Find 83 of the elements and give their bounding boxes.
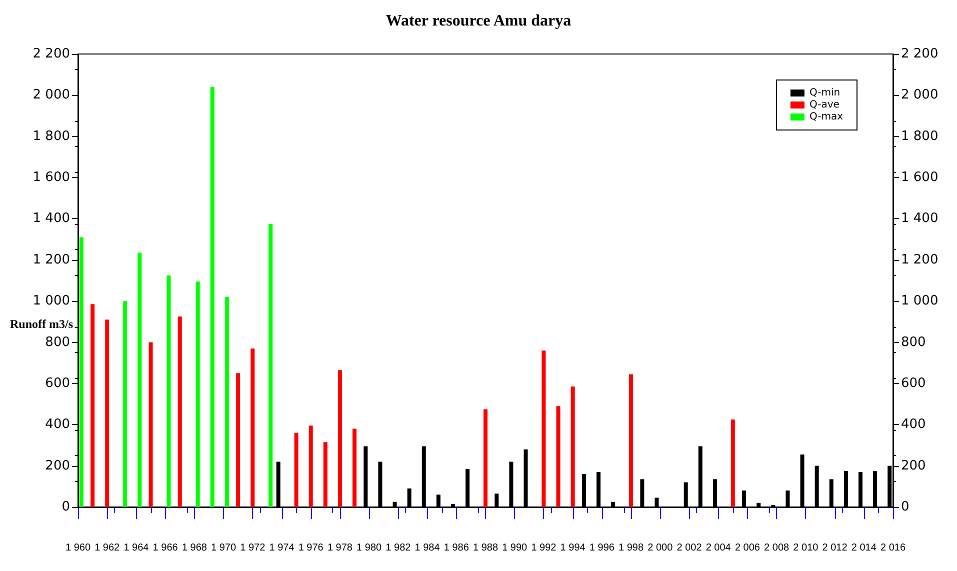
x-tick-label: 1 996	[589, 542, 615, 554]
x-tick-label: 2 008	[764, 542, 790, 554]
bar	[210, 86, 214, 507]
x-tick-label: 1 990	[502, 542, 528, 554]
bar	[250, 348, 255, 507]
y-tick-label: 600	[45, 376, 70, 391]
bar	[105, 320, 110, 507]
x-tick-label: 2 002	[676, 542, 702, 554]
x-tick-label: 1 980	[356, 542, 382, 554]
x-tick-label: 1 988	[472, 542, 498, 554]
x-tick-label: 1 994	[560, 542, 586, 554]
bar	[730, 419, 735, 507]
x-tick-label: 1 962	[94, 542, 120, 554]
bar	[556, 406, 560, 507]
y-tick-label: 1 800	[32, 128, 70, 144]
bar	[323, 442, 328, 507]
bar	[352, 428, 357, 507]
y-tick-label: 0	[62, 500, 70, 514]
bar	[90, 304, 95, 507]
y2-tick-label: 600	[901, 376, 926, 391]
bar	[166, 275, 171, 507]
y2-tick-label: 2 000	[901, 88, 938, 103]
y2-tick-label: 1 200	[901, 252, 938, 268]
y2-tick-label: 2 200	[901, 46, 938, 62]
bar	[308, 426, 313, 507]
legend-label: Q-max	[809, 112, 844, 122]
x-tick-label: 2 006	[734, 542, 760, 554]
bar	[268, 224, 273, 507]
bar	[542, 350, 546, 507]
bar	[224, 296, 229, 507]
bar	[138, 252, 142, 507]
x-tick-label: 2 004	[706, 542, 732, 554]
y-tick-label: 1 000	[32, 294, 70, 309]
chart-title: Water resource Amu darya	[386, 12, 572, 30]
y2-tick-label: 1 000	[901, 294, 938, 309]
x-tick-label: 1 982	[386, 542, 412, 554]
x-tick-label: 1 960	[65, 542, 91, 554]
x-tick-label: 1 998	[618, 542, 644, 554]
x-tick-label: 2 000	[648, 542, 674, 554]
y2-tick-label: 1 400	[901, 211, 938, 226]
y-tick-label: 1 400	[32, 211, 70, 226]
y-tick-label: 1 600	[32, 170, 70, 186]
x-tick-label: 1 986	[444, 542, 470, 554]
bar	[148, 342, 153, 507]
bar	[570, 386, 575, 507]
legend-label: Q-ave	[809, 100, 840, 110]
bar	[178, 316, 182, 507]
bar	[79, 237, 84, 507]
x-tick-label: 1 964	[124, 542, 150, 554]
y-tick-label: 2 000	[32, 88, 70, 103]
y-tick-label: 1 200	[32, 252, 70, 268]
y2-tick-label: 800	[901, 334, 926, 350]
y-axis-title: Runoff m3/s	[10, 317, 74, 331]
x-tick-label: 1 968	[182, 542, 208, 554]
bar	[294, 432, 298, 507]
bar	[196, 282, 200, 507]
y2-tick-label: 0	[901, 500, 910, 514]
y-tick-label: 200	[45, 458, 70, 474]
legend-label: Q-min	[809, 88, 840, 98]
x-tick-label: 1 978	[327, 542, 353, 554]
bar	[484, 409, 488, 507]
x-tick-label: 1 974	[269, 542, 295, 554]
y2-tick-label: 1 600	[901, 170, 938, 186]
x-tick-label: 1 976	[298, 542, 324, 554]
x-tick-label: 1 984	[414, 542, 440, 554]
x-tick-label: 1 970	[211, 542, 236, 554]
x-tick-label: 2 014	[851, 542, 877, 554]
y2-tick-label: 400	[901, 417, 926, 432]
bar	[236, 373, 240, 507]
bar	[123, 301, 128, 507]
x-tick-label: 2 016	[880, 542, 906, 554]
y-tick-label: 400	[45, 417, 70, 432]
bar	[629, 374, 634, 507]
bar	[338, 370, 342, 507]
y2-tick-label: 200	[901, 458, 926, 474]
x-tick-label: 1 992	[531, 542, 557, 554]
x-tick-label: 2 010	[793, 542, 819, 554]
y-tick-label: 2 200	[32, 46, 70, 62]
y-tick-label: 800	[45, 334, 70, 350]
x-tick-label: 1 966	[152, 542, 178, 554]
x-tick-label: 2 012	[822, 542, 848, 554]
y2-tick-label: 1 800	[901, 128, 938, 144]
x-tick-label: 1 972	[240, 542, 266, 554]
